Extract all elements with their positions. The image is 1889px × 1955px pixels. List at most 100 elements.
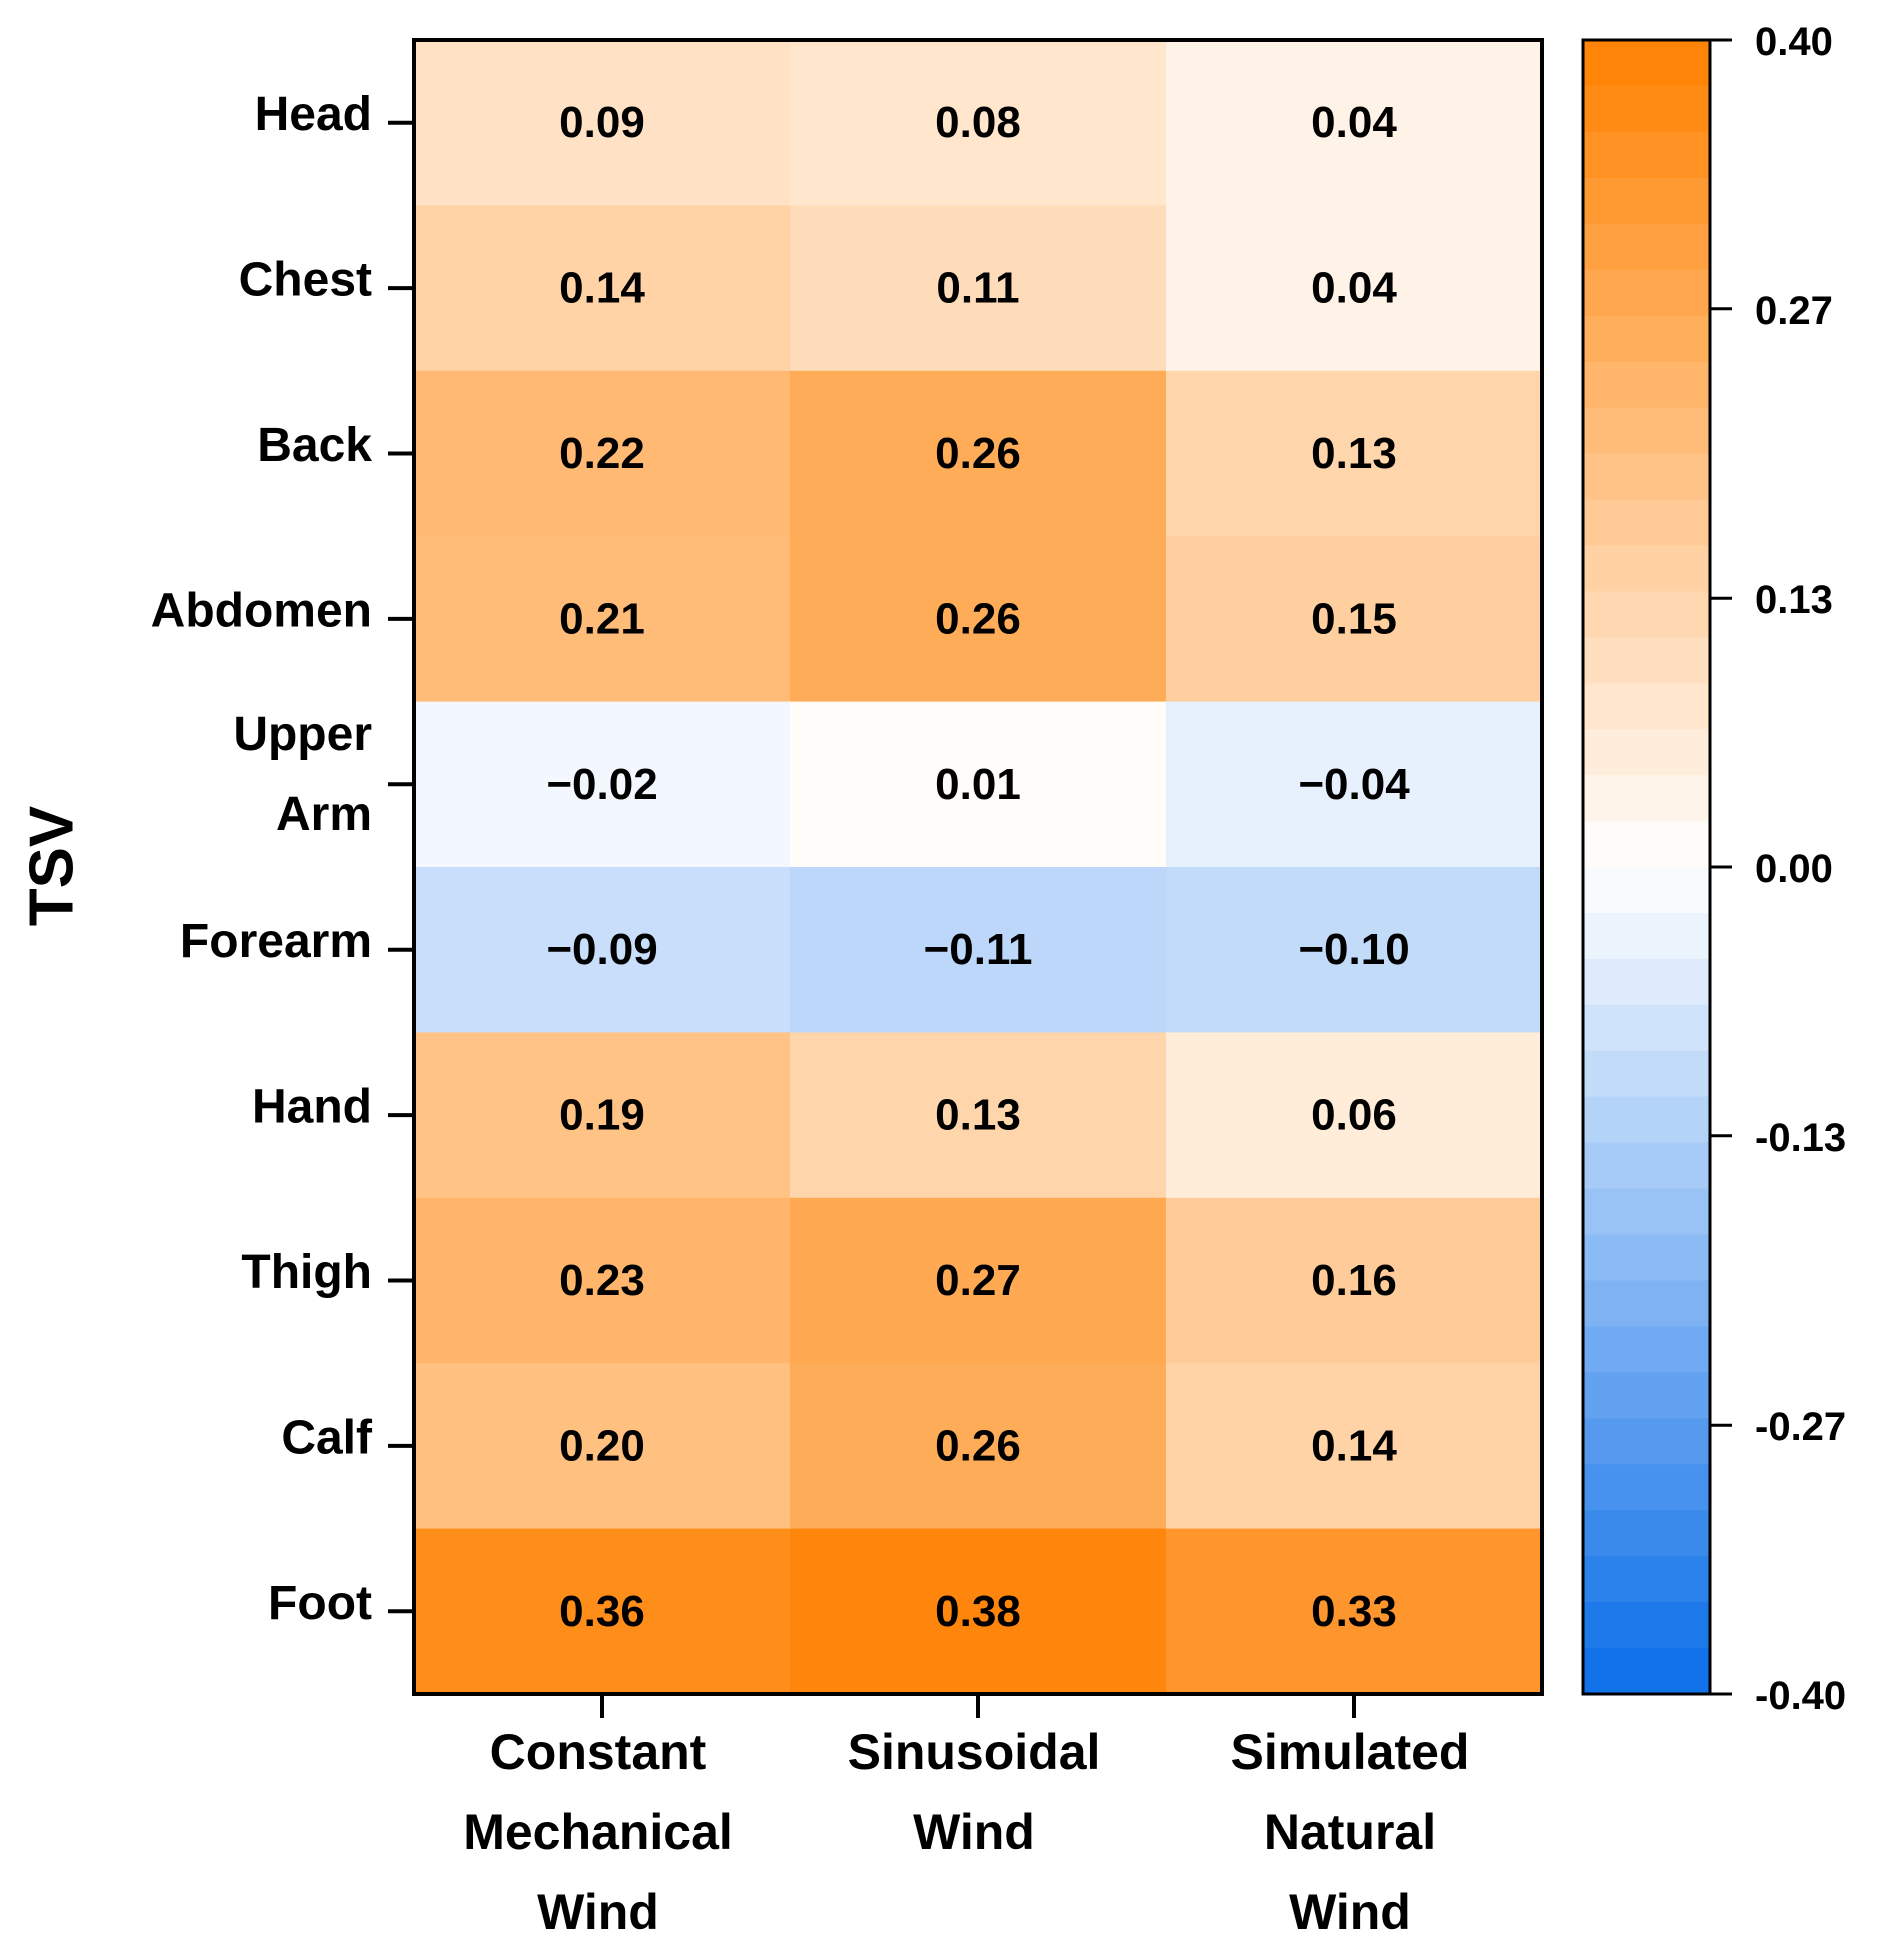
heatmap-cell: [790, 370, 1167, 537]
heatmap-cell: [1166, 701, 1543, 868]
cell-value-label: 0.27: [935, 1256, 1021, 1305]
cell-value-label: 0.36: [559, 1587, 645, 1636]
heatmap-cell: [1166, 370, 1543, 537]
colorbar-segment: [1583, 177, 1710, 225]
y-tick-label: Foot: [268, 1577, 372, 1630]
colorbar-segment: [1583, 1096, 1710, 1144]
heatmap-cell: [414, 1528, 791, 1695]
colorbar-segment: [1583, 1510, 1710, 1557]
heatmap-cell: [1166, 1528, 1543, 1695]
y-tick-label: Thigh: [241, 1246, 372, 1299]
colorbar-segment: [1583, 912, 1710, 960]
cell-value-label: −0.02: [546, 760, 657, 809]
cell-value-label: 0.14: [559, 264, 645, 313]
heatmap-cell: [1166, 40, 1543, 206]
heatmap-cell: [790, 1528, 1167, 1695]
colorbar-tick-label: 0.40: [1755, 20, 1833, 64]
cell-value-label: 0.33: [1311, 1587, 1397, 1636]
heatmap-cell: [414, 867, 791, 1033]
colorbar-tick-label: -0.27: [1755, 1405, 1846, 1449]
cell-value-label: 0.06: [1311, 1091, 1397, 1140]
colorbar-segment: [1583, 1648, 1710, 1695]
y-tick-label: Forearm: [180, 915, 372, 968]
cell-value-label: −0.09: [546, 925, 657, 974]
heatmap-cell: [790, 536, 1167, 703]
colorbar-segment: [1583, 958, 1710, 1006]
x-tick-label: Wind: [913, 1804, 1035, 1860]
heatmap-cell: [790, 701, 1167, 868]
heatmap-cell: [414, 701, 791, 868]
heatmap-cell: [414, 536, 791, 703]
cell-value-label: 0.01: [935, 760, 1021, 809]
x-tick-label: Simulated: [1231, 1724, 1470, 1780]
colorbar-segment: [1583, 1280, 1710, 1327]
colorbar-segment: [1583, 1050, 1710, 1098]
colorbar-segment: [1583, 1464, 1710, 1511]
colorbar-tick-label: 0.27: [1755, 289, 1833, 333]
colorbar-segment: [1583, 1234, 1710, 1281]
cell-value-label: 0.09: [559, 98, 645, 147]
heatmap-cell: [1166, 1363, 1543, 1530]
colorbar-segment: [1583, 1188, 1710, 1236]
colorbar-segment: [1583, 131, 1710, 179]
cell-value-label: 0.26: [935, 1421, 1021, 1470]
colorbar-segment: [1583, 85, 1710, 133]
cell-value-label: 0.20: [559, 1421, 645, 1470]
heatmap-cell: [414, 1032, 791, 1199]
cell-value-label: 0.21: [559, 594, 645, 643]
y-tick-label: Arm: [276, 788, 372, 841]
cell-value-label: 0.11: [936, 264, 1019, 313]
y-tick-label: Chest: [239, 254, 372, 307]
heatmap-cell: [414, 1363, 791, 1530]
colorbar-tick-label: 0.13: [1755, 578, 1833, 622]
colorbar-tick-label: 0.00: [1755, 847, 1833, 891]
heatmap-cell: [790, 1363, 1167, 1530]
colorbar-segment: [1583, 407, 1710, 454]
cell-value-label: 0.26: [935, 429, 1021, 478]
colorbar-segment: [1583, 1372, 1710, 1419]
y-tick-label: Upper: [233, 708, 372, 761]
colorbar-segment: [1583, 361, 1710, 409]
x-tick-label: Natural: [1264, 1804, 1436, 1860]
cell-value-label: 0.38: [935, 1587, 1021, 1636]
cell-value-label: 0.13: [935, 1091, 1021, 1140]
colorbar-segment: [1583, 729, 1710, 776]
heatmap-cell: [414, 370, 791, 537]
heatmap-cell: [414, 1197, 791, 1364]
cell-value-label: 0.13: [1311, 429, 1397, 478]
heatmap-cell: [790, 40, 1167, 206]
heatmap-cell: [1166, 536, 1543, 703]
colorbar-segment: [1583, 40, 1710, 87]
colorbar-tick-label: -0.40: [1755, 1674, 1846, 1718]
y-tick-label: Head: [255, 88, 372, 141]
cell-value-label: 0.19: [559, 1091, 645, 1140]
colorbar-segment: [1583, 223, 1710, 271]
colorbar-segment: [1583, 499, 1710, 546]
heatmap-cell: [790, 1032, 1167, 1199]
cell-value-label: 0.22: [559, 429, 645, 478]
x-tick-label: Constant: [490, 1724, 707, 1780]
colorbar-segment: [1583, 453, 1710, 500]
cell-value-label: 0.14: [1311, 1421, 1397, 1470]
heatmap-cell: [1166, 1197, 1543, 1364]
heatmap-cell: [1166, 205, 1543, 372]
cell-value-label: 0.08: [935, 98, 1021, 147]
cell-value-label: 0.23: [559, 1256, 645, 1305]
colorbar-segment: [1583, 1326, 1710, 1373]
heatmap-cell: [790, 867, 1167, 1033]
colorbar-segment: [1583, 683, 1710, 730]
colorbar-tick-label: -0.13: [1755, 1116, 1846, 1160]
y-tick-label: Hand: [252, 1081, 372, 1134]
cell-value-label: 0.04: [1311, 98, 1397, 147]
x-tick-label: Wind: [537, 1884, 659, 1940]
colorbar-segment: [1583, 775, 1710, 822]
colorbar-segment: [1583, 315, 1710, 363]
y-tick-label: Back: [257, 419, 372, 472]
colorbar-segment: [1583, 1556, 1710, 1603]
x-tick-label: Wind: [1289, 1884, 1411, 1940]
colorbar-segment: [1583, 821, 1710, 868]
heatmap-cell: [790, 205, 1167, 372]
heatmap-cell: [1166, 1032, 1543, 1199]
y-tick-label: Calf: [281, 1411, 373, 1464]
